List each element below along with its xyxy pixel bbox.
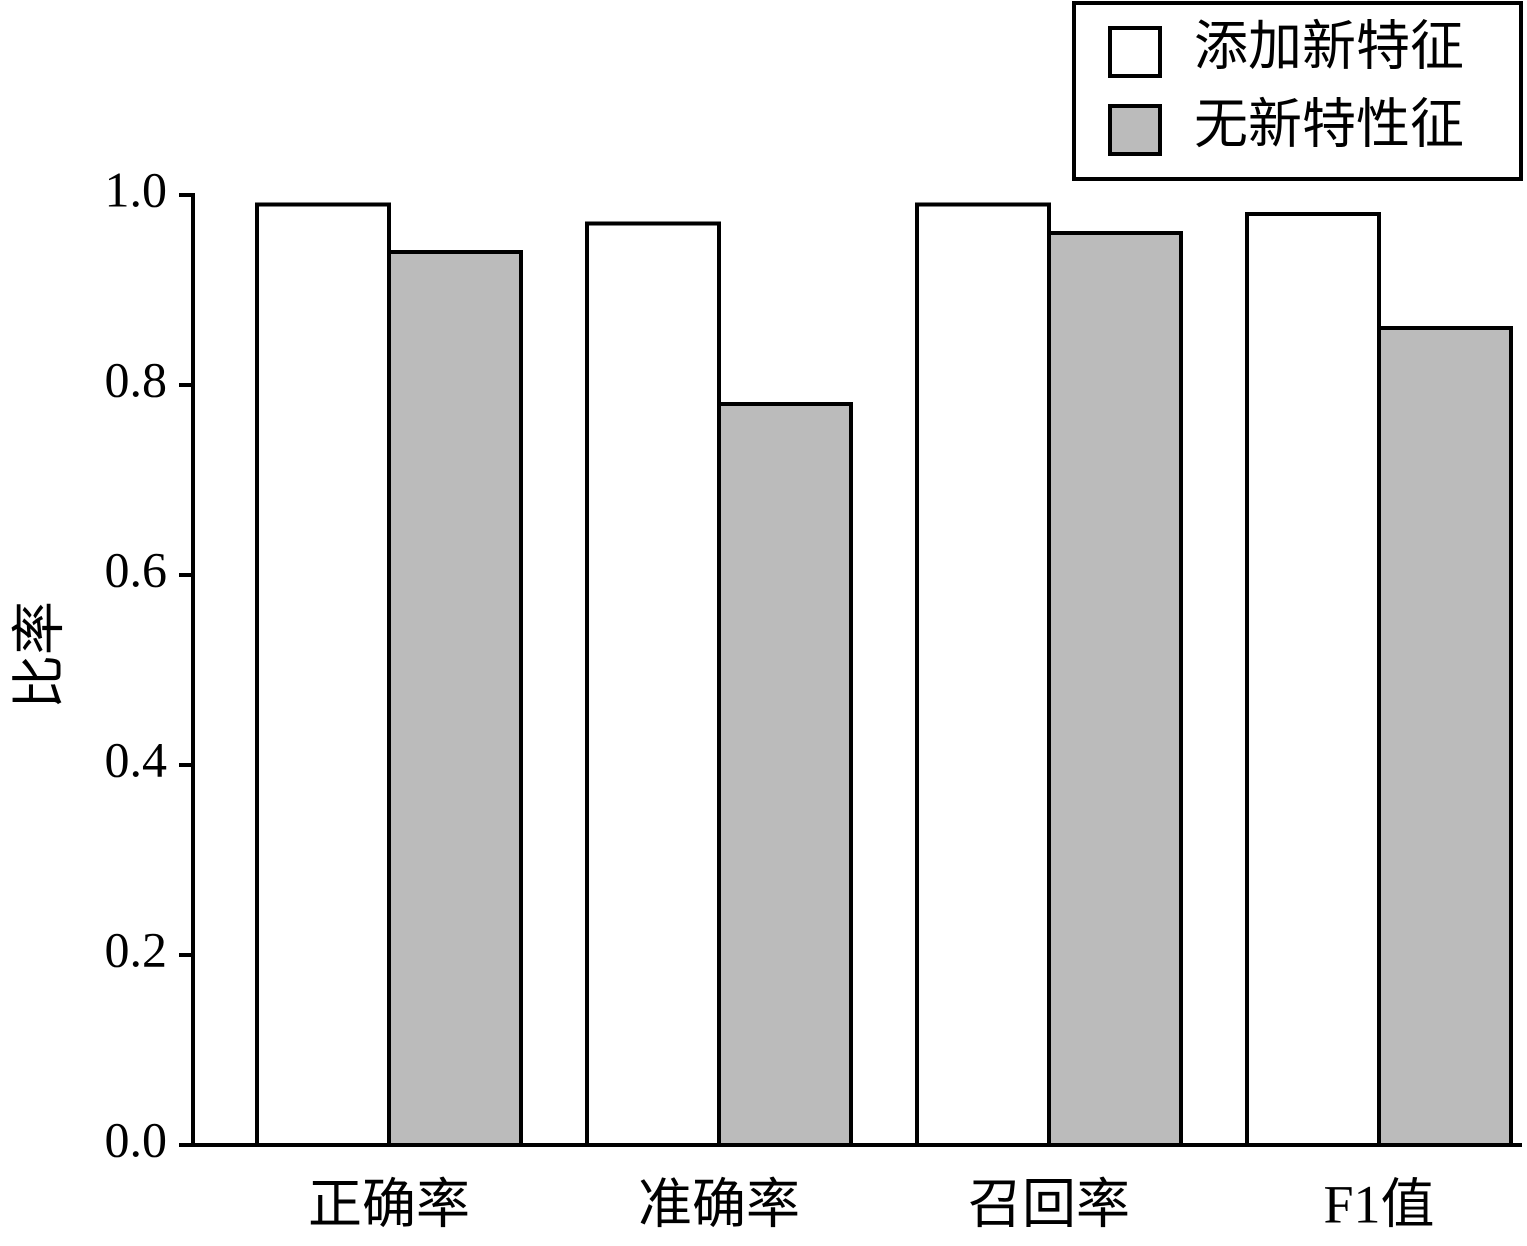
- y-tick-label: 0.0: [105, 1111, 168, 1167]
- legend-swatch: [1108, 26, 1162, 78]
- x-tick-label: 准确率: [638, 1174, 800, 1234]
- y-tick-label: 0.6: [105, 541, 168, 597]
- y-tick-label: 0.2: [105, 921, 168, 977]
- bar: [1245, 212, 1381, 1147]
- bar: [1377, 326, 1513, 1147]
- legend-label: 无新特性征: [1194, 94, 1464, 154]
- bar: [585, 221, 721, 1147]
- y-tick-label: 1.0: [105, 161, 168, 217]
- y-axis-label: 比率: [9, 601, 69, 709]
- bar: [717, 402, 853, 1147]
- x-tick-label: 正确率: [308, 1174, 470, 1234]
- bar: [255, 202, 391, 1147]
- bar: [1047, 231, 1183, 1147]
- legend-swatch: [1108, 104, 1162, 156]
- y-tick-label: 0.8: [105, 351, 168, 407]
- x-tick-label: F1值: [1323, 1174, 1434, 1234]
- bar: [915, 202, 1051, 1147]
- x-tick-label: 召回率: [968, 1174, 1130, 1234]
- bar: [387, 250, 523, 1147]
- y-tick-label: 0.4: [105, 731, 168, 787]
- legend-label: 添加新特征: [1194, 16, 1464, 76]
